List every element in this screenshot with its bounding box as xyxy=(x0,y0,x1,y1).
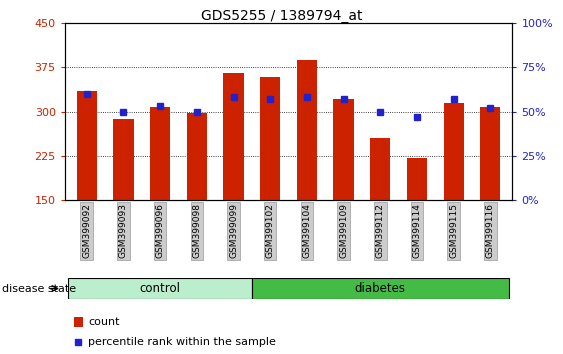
Bar xyxy=(297,59,317,200)
Text: GSM399093: GSM399093 xyxy=(119,203,128,258)
Text: GSM399098: GSM399098 xyxy=(193,203,202,258)
Bar xyxy=(260,77,280,200)
Text: GDS5255 / 1389794_at: GDS5255 / 1389794_at xyxy=(201,9,362,23)
Text: diabetes: diabetes xyxy=(355,282,406,295)
Text: GSM399099: GSM399099 xyxy=(229,203,238,258)
Bar xyxy=(150,107,170,200)
Text: control: control xyxy=(140,282,181,295)
Text: GSM399096: GSM399096 xyxy=(155,203,164,258)
Bar xyxy=(187,113,207,200)
Text: GSM399102: GSM399102 xyxy=(266,203,275,258)
Bar xyxy=(370,138,390,200)
Bar xyxy=(74,318,83,327)
Text: percentile rank within the sample: percentile rank within the sample xyxy=(88,337,276,347)
Bar xyxy=(333,98,354,200)
Text: GSM399112: GSM399112 xyxy=(376,203,385,258)
Text: GSM399092: GSM399092 xyxy=(82,203,91,258)
Text: GSM399116: GSM399116 xyxy=(486,203,495,258)
Text: GSM399104: GSM399104 xyxy=(302,203,311,258)
Text: GSM399114: GSM399114 xyxy=(413,203,422,258)
Text: count: count xyxy=(88,318,119,327)
Bar xyxy=(224,73,244,200)
Text: disease state: disease state xyxy=(2,284,76,293)
Bar xyxy=(77,91,97,200)
Bar xyxy=(480,107,501,200)
Text: GSM399109: GSM399109 xyxy=(339,203,348,258)
Bar xyxy=(407,158,427,200)
Bar xyxy=(444,103,464,200)
Bar xyxy=(252,278,508,299)
Text: GSM399115: GSM399115 xyxy=(449,203,458,258)
Bar xyxy=(113,119,133,200)
Bar xyxy=(69,278,252,299)
